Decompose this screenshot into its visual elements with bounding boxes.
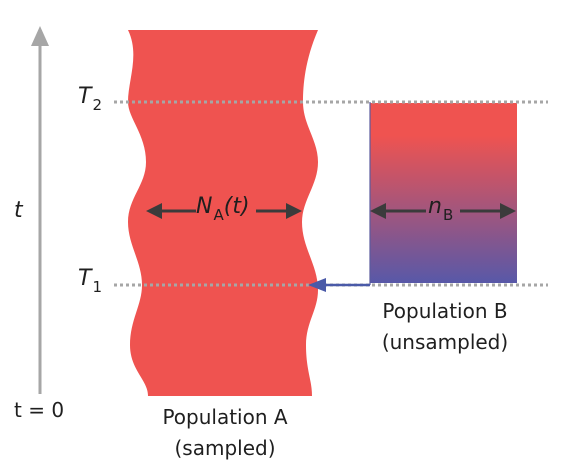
time-axis-arrowhead-icon <box>31 26 49 46</box>
na-right-arrowhead-icon <box>286 203 302 219</box>
population-b-rect <box>370 103 517 283</box>
population-a-size-label: NA(t) <box>196 194 250 224</box>
time-origin-label: t = 0 <box>14 398 65 422</box>
population-a-status: (sampled) <box>174 436 276 460</box>
population-a-shape <box>128 30 318 396</box>
na-subscript: A <box>213 206 224 224</box>
population-b-name: Population B <box>382 299 508 323</box>
t1-symbol: T <box>78 266 92 291</box>
t1-label: T1 <box>78 266 102 296</box>
population-a-name: Population A <box>162 405 288 429</box>
na-left-arrowhead-icon <box>146 203 162 219</box>
nb-right-arrowhead-icon <box>500 203 516 219</box>
t2-label: T2 <box>78 84 102 114</box>
population-a-caption: Population A (sampled) <box>130 402 320 464</box>
na-argument: (t) <box>223 194 250 219</box>
t1-subscript: 1 <box>92 278 102 296</box>
migration-arrowhead-icon <box>308 278 326 292</box>
nb-symbol: n <box>428 194 442 219</box>
t2-subscript: 2 <box>92 96 102 114</box>
population-b-caption: Population B (unsampled) <box>350 296 540 358</box>
population-b-size-label: nB <box>428 194 453 224</box>
t2-symbol: T <box>78 84 92 109</box>
nb-left-arrowhead-icon <box>370 203 386 219</box>
na-symbol: N <box>196 194 213 219</box>
nb-subscript: B <box>442 206 454 224</box>
population-b-status: (unsampled) <box>381 330 509 354</box>
time-axis-label: t <box>14 198 23 223</box>
